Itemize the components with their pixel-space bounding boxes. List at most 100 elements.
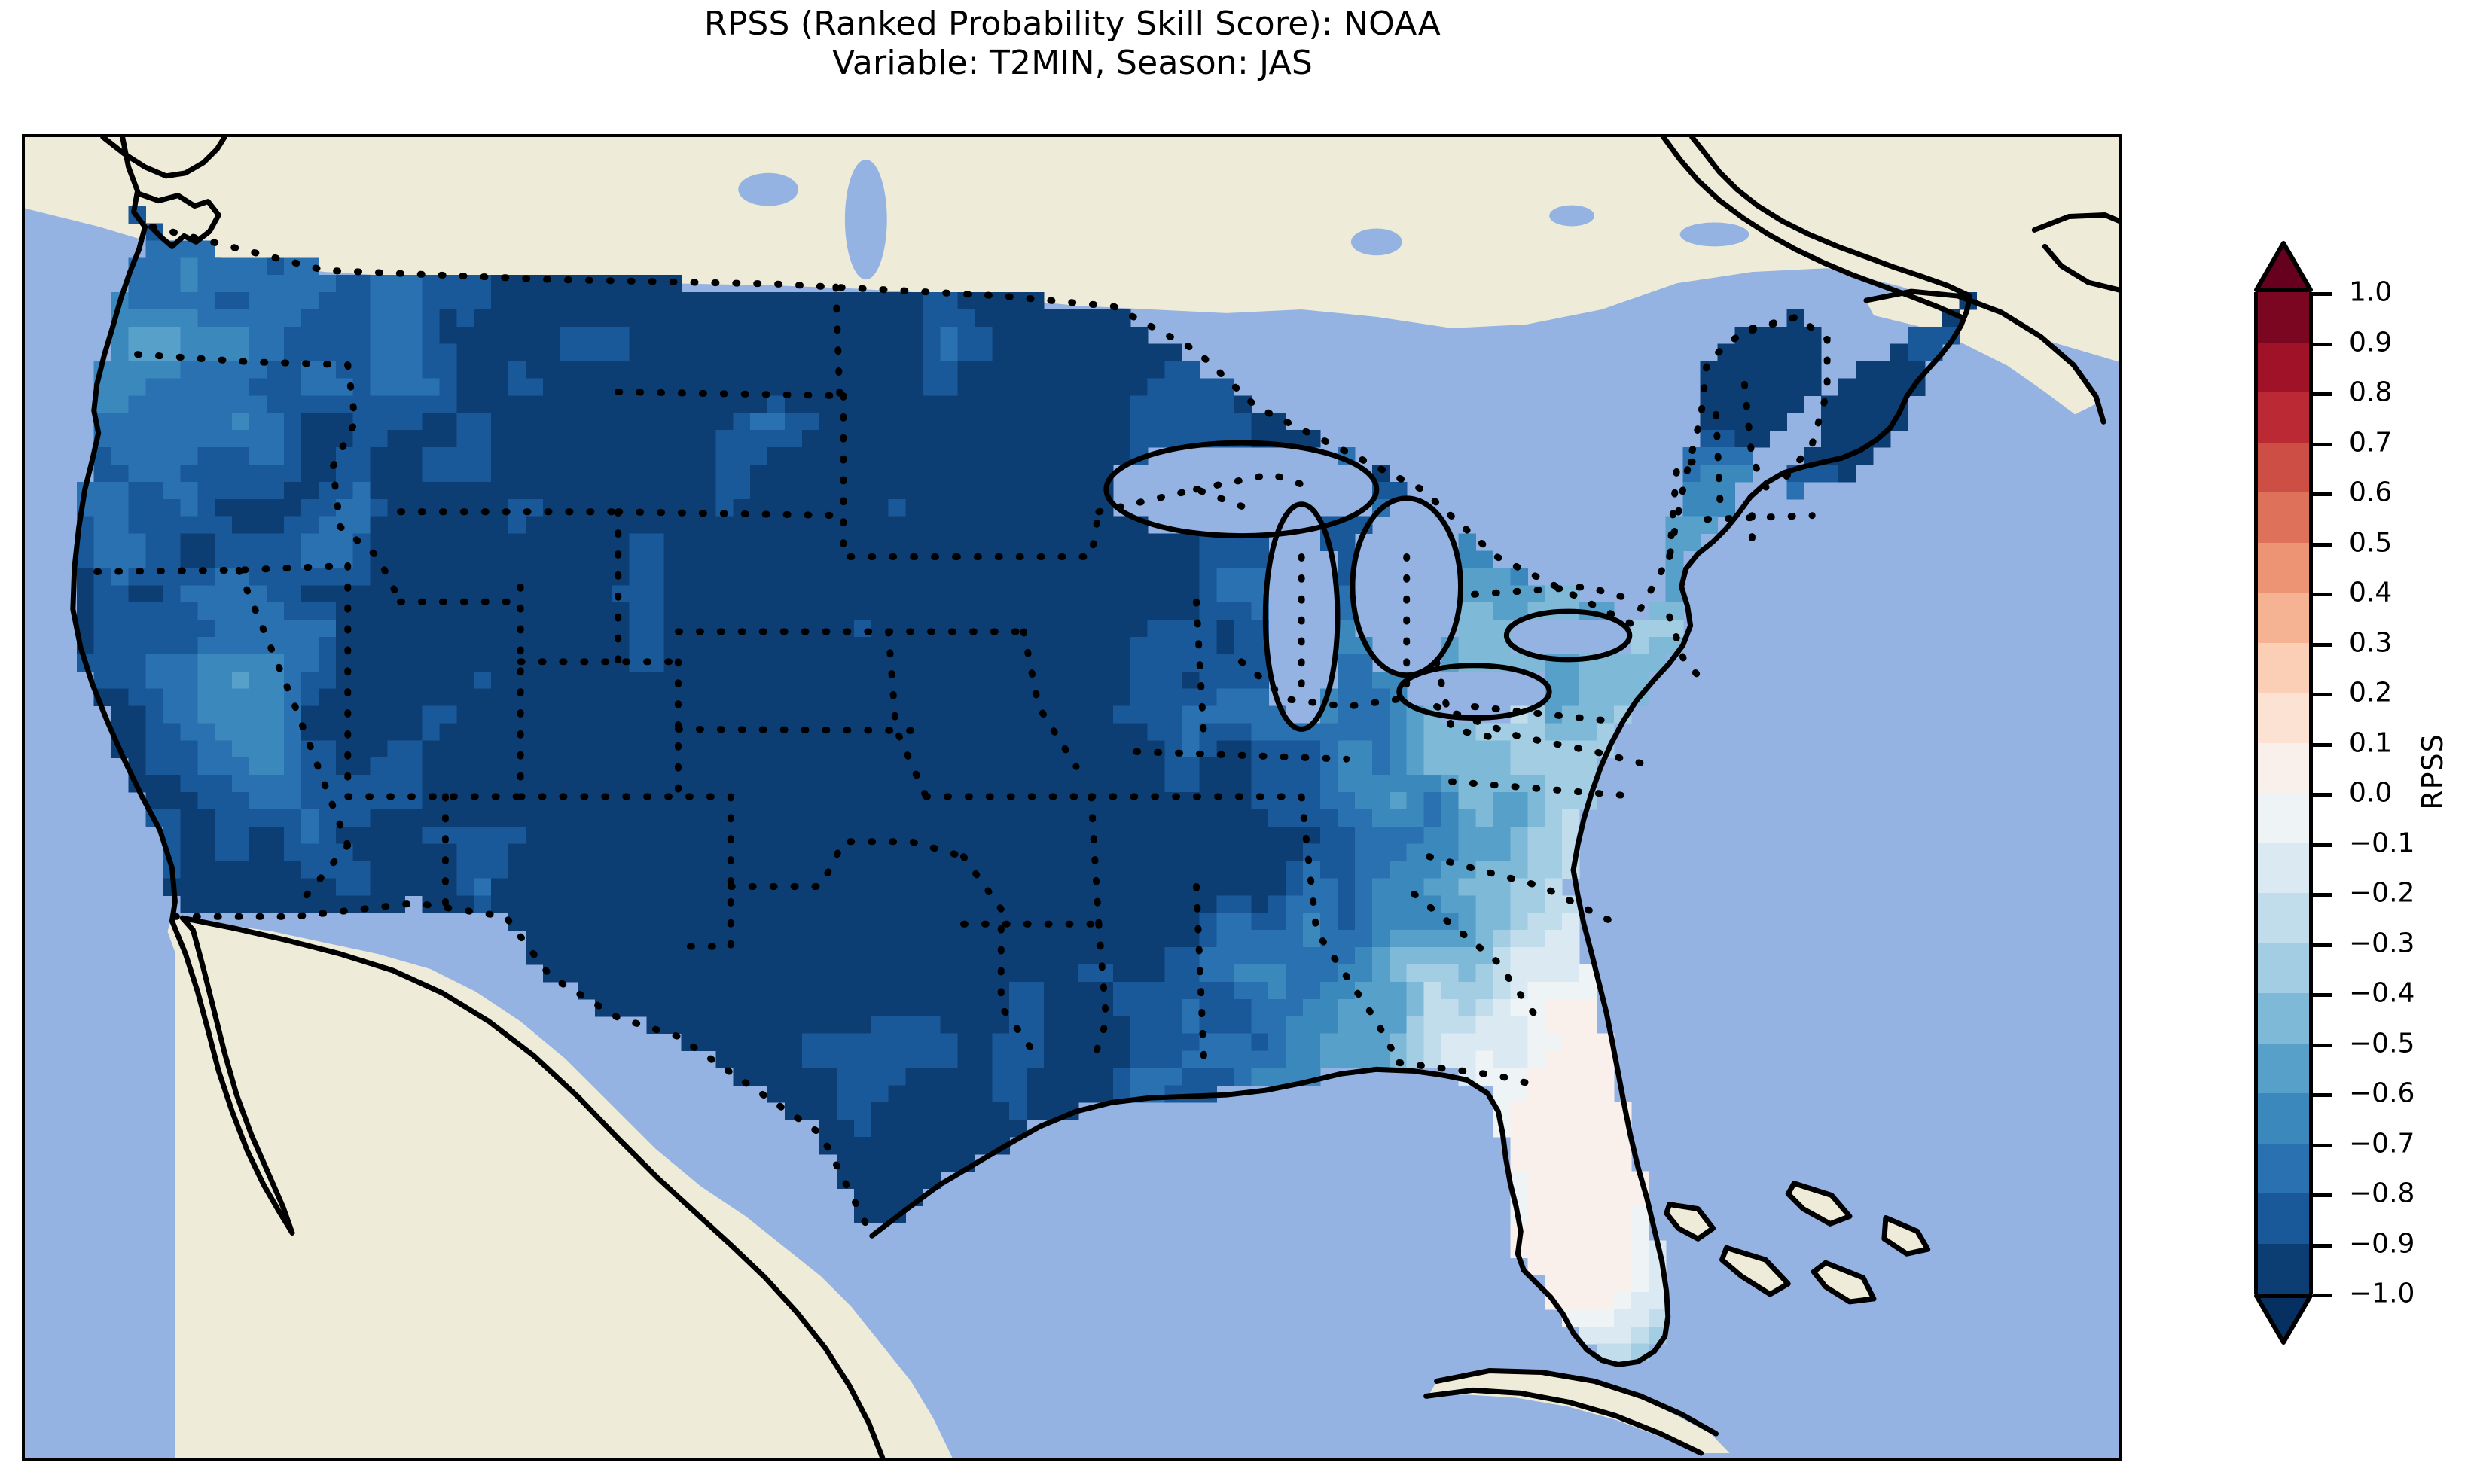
rpss-grid-cell xyxy=(300,602,319,620)
colorbar-tick xyxy=(2313,843,2332,847)
rpss-grid-cell xyxy=(940,602,959,620)
rpss-grid-cell xyxy=(526,516,544,535)
rpss-grid-cell xyxy=(474,620,492,638)
rpss-grid-cell xyxy=(1009,998,1027,1017)
rpss-grid-cell xyxy=(1804,447,1822,465)
rpss-grid-cell xyxy=(629,585,648,603)
rpss-grid-cell xyxy=(871,568,889,586)
rpss-grid-cell xyxy=(387,878,406,897)
rpss-grid-cell xyxy=(612,981,630,1000)
rpss-grid-cell xyxy=(474,533,492,552)
rpss-grid-cell xyxy=(508,481,526,500)
rpss-grid-cell xyxy=(543,602,561,620)
rpss-grid-cell xyxy=(1527,1240,1545,1258)
rpss-grid-cell xyxy=(474,465,492,483)
colorbar[interactable] xyxy=(2254,241,2332,1355)
rpss-grid-cell xyxy=(871,740,889,758)
rpss-grid-cell xyxy=(957,809,975,827)
rpss-grid-cell xyxy=(370,447,389,465)
rpss-grid-cell xyxy=(93,481,112,500)
rpss-grid-cell xyxy=(1303,878,1321,897)
rpss-grid-cell xyxy=(1147,809,1166,827)
rpss-grid-cell xyxy=(1164,602,1183,620)
rpss-grid-cell xyxy=(750,671,768,690)
rpss-grid-cell xyxy=(940,585,959,603)
rpss-grid-cell xyxy=(767,516,786,535)
rpss-grid-cell xyxy=(612,516,630,535)
rpss-grid-cell xyxy=(1579,1309,1597,1327)
rpss-grid-cell xyxy=(387,809,406,827)
rpss-grid-cell xyxy=(93,516,112,535)
rpss-grid-cell xyxy=(352,826,371,845)
rpss-grid-cell xyxy=(1475,878,1493,897)
rpss-grid-cell xyxy=(1475,1016,1493,1035)
rpss-grid-cell xyxy=(1182,930,1200,948)
rpss-grid-cell xyxy=(456,465,474,483)
rpss-grid-cell xyxy=(733,533,751,552)
rpss-grid-cell xyxy=(352,447,371,465)
rpss-grid-cell xyxy=(698,843,716,862)
rpss-grid-cell xyxy=(1682,498,1701,517)
rpss-grid-cell xyxy=(1371,861,1390,879)
rpss-grid-cell xyxy=(1303,775,1321,793)
rpss-grid-cell xyxy=(698,688,716,707)
rpss-grid-cell xyxy=(819,1085,837,1103)
rpss-grid-cell xyxy=(1752,430,1770,448)
lake-unnamed-canada-2 xyxy=(1350,228,1402,256)
rpss-grid-cell xyxy=(215,723,233,741)
rpss-grid-cell xyxy=(1182,1068,1200,1086)
rpss-grid-cell xyxy=(180,292,198,310)
map-axes[interactable] xyxy=(22,134,2122,1461)
rpss-grid-cell xyxy=(1545,964,1563,983)
rpss-grid-cell xyxy=(232,447,250,465)
rpss-grid-cell xyxy=(836,843,855,862)
rpss-grid-cell xyxy=(992,309,1010,328)
rpss-grid-cell xyxy=(819,343,837,362)
rpss-grid-cell xyxy=(370,654,389,672)
rpss-grid-cell xyxy=(975,602,993,620)
rpss-grid-cell xyxy=(750,878,768,897)
rpss-grid-cell xyxy=(1354,964,1373,983)
rpss-grid-cell xyxy=(1095,654,1114,672)
rpss-grid-cell xyxy=(871,1153,889,1172)
rpss-grid-cell xyxy=(267,430,285,448)
rpss-grid-cell xyxy=(905,361,924,379)
rpss-grid-cell xyxy=(888,998,907,1017)
rpss-grid-cell xyxy=(888,1016,907,1035)
lake-ontario xyxy=(1506,611,1630,660)
rpss-grid-cell xyxy=(180,413,198,431)
rpss-grid-cell xyxy=(923,292,941,310)
rpss-grid-cell xyxy=(836,895,855,913)
border-ca-nv xyxy=(235,566,352,849)
rpss-grid-cell xyxy=(197,447,215,465)
rpss-grid-cell xyxy=(1510,757,1528,776)
rpss-grid-cell xyxy=(1251,964,1269,983)
rpss-grid-cell xyxy=(1665,620,1684,638)
rpss-grid-cell xyxy=(1095,861,1114,879)
rpss-grid-cell xyxy=(888,1085,907,1103)
rpss-grid-cell xyxy=(267,809,285,827)
rpss-grid-cell xyxy=(1734,447,1753,465)
rpss-grid-cell xyxy=(767,930,786,948)
rpss-grid-cell xyxy=(1562,1085,1580,1103)
rpss-grid-cell xyxy=(957,998,975,1017)
rpss-grid-cell xyxy=(1286,930,1304,948)
rpss-grid-cell xyxy=(163,568,182,586)
rpss-grid-cell xyxy=(180,792,198,810)
rpss-grid-cell xyxy=(1251,1050,1269,1068)
rpss-grid-cell xyxy=(594,550,613,568)
rpss-grid-cell xyxy=(1182,723,1200,741)
rpss-grid-cell xyxy=(1044,602,1062,620)
rpss-grid-cell xyxy=(456,395,474,413)
rpss-grid-cell xyxy=(1510,861,1528,879)
rpss-grid-cell xyxy=(163,395,182,413)
rpss-grid-cell xyxy=(267,465,285,483)
rpss-grid-cell xyxy=(1044,361,1062,379)
rpss-grid-cell xyxy=(215,775,233,793)
colorbar-tick xyxy=(2313,492,2332,496)
rpss-grid-cell xyxy=(543,378,561,397)
rpss-grid-cell xyxy=(1216,1050,1234,1068)
rpss-grid-cell xyxy=(785,671,803,690)
rpss-grid-cell xyxy=(1268,775,1286,793)
rpss-grid-cell xyxy=(508,550,526,568)
